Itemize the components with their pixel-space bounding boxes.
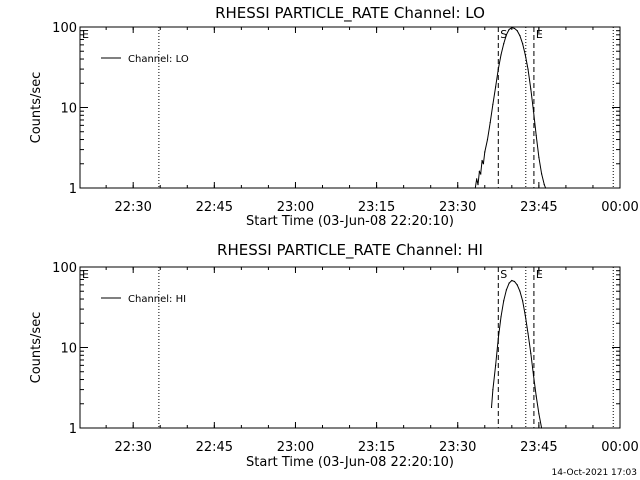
event-marker-label: E xyxy=(82,268,89,281)
y-tick-label: 1 xyxy=(69,182,77,197)
x-tick-label: 22:30 xyxy=(114,200,151,215)
x-tick-label: 23:30 xyxy=(439,440,476,455)
data-point xyxy=(505,289,508,291)
data-point xyxy=(508,282,510,284)
data-point xyxy=(511,27,513,29)
x-tick-label: 22:45 xyxy=(196,440,233,455)
data-point xyxy=(497,68,499,70)
data-point xyxy=(540,427,543,429)
data-point xyxy=(524,54,526,56)
data-point xyxy=(513,27,516,30)
data-point xyxy=(503,300,505,302)
event-marker-label: S xyxy=(500,28,507,41)
chart-title: RHESSI PARTICLE_RATE Channel: LO xyxy=(215,4,485,23)
legend-label: Channel: LO xyxy=(128,54,189,65)
data-point xyxy=(530,88,532,90)
data-point xyxy=(477,184,479,186)
chart-panel-2: RHESSI PARTICLE_RATE Channel: HI 22:30 22:… xyxy=(29,241,639,470)
plot-frame xyxy=(79,26,621,189)
data-point xyxy=(478,170,480,173)
data-point xyxy=(530,352,532,354)
data-point xyxy=(481,159,483,162)
data-point xyxy=(489,121,491,124)
data-point xyxy=(480,173,482,175)
data-point xyxy=(527,68,529,70)
y-tick-label: 10 xyxy=(60,102,77,117)
data-point xyxy=(516,284,518,286)
data-point xyxy=(476,178,478,180)
data-point xyxy=(490,406,493,409)
x-tick-label: 22:45 xyxy=(196,200,233,215)
data-point xyxy=(538,413,540,415)
event-marker-label: S xyxy=(500,268,507,281)
data-point xyxy=(532,110,535,112)
data-point xyxy=(519,35,521,37)
data-point xyxy=(527,332,529,334)
data-point xyxy=(519,290,521,292)
x-tick-label: 00:00 xyxy=(601,440,638,455)
event-marker-label: E xyxy=(82,28,89,41)
data-point xyxy=(497,337,499,339)
event-marker-label: E xyxy=(536,28,543,41)
y-tick-label: 1 xyxy=(69,422,77,437)
data-point xyxy=(535,134,537,137)
event-marker-label: E xyxy=(536,268,543,281)
data-point xyxy=(505,34,508,36)
data-point xyxy=(503,43,505,45)
data-point xyxy=(540,173,543,175)
y-tick-label: 100 xyxy=(52,21,77,36)
data-point xyxy=(492,103,494,105)
data-point xyxy=(482,163,485,165)
data-point xyxy=(474,187,476,189)
chart-title: RHESSI PARTICLE_RATE Channel: HI xyxy=(217,241,483,260)
x-tick-label: 23:30 xyxy=(439,200,476,215)
data-point xyxy=(513,280,516,283)
y-tick-label: 100 xyxy=(52,261,77,276)
data-point xyxy=(484,151,486,153)
legend-label: Channel: HI xyxy=(128,294,186,305)
data-point xyxy=(511,279,513,282)
data-point xyxy=(522,300,524,302)
data-point xyxy=(532,374,535,377)
data-point xyxy=(543,184,545,186)
data-point xyxy=(500,316,502,318)
x-tick-label: 23:45 xyxy=(520,200,557,215)
x-tick-label: 23:00 xyxy=(277,440,314,455)
data-point xyxy=(500,54,502,56)
x-tick-label: 23:45 xyxy=(520,440,557,455)
y-axis-label: Counts/sec xyxy=(29,312,44,384)
x-tick-label: 22:30 xyxy=(114,440,151,455)
x-axis-label: Start Time (03-Jun-08 22:20:10) xyxy=(246,214,454,229)
timestamp-label: 14-Oct-2021 17:03 xyxy=(552,468,637,478)
series-line xyxy=(491,279,543,429)
data-point xyxy=(508,28,510,31)
data-point xyxy=(486,138,489,141)
data-point xyxy=(494,86,497,88)
series-line xyxy=(474,27,547,189)
data-point xyxy=(522,43,524,45)
data-point xyxy=(545,187,547,189)
data-point xyxy=(492,388,494,391)
data-point xyxy=(494,364,497,366)
data-point xyxy=(516,30,518,32)
x-tick-label: 23:15 xyxy=(358,200,395,215)
y-tick-label: 10 xyxy=(60,342,77,357)
data-point xyxy=(535,395,537,397)
data-point xyxy=(538,156,540,158)
y-axis-label: Counts/sec xyxy=(29,72,44,144)
x-tick-label: 23:00 xyxy=(277,200,314,215)
x-tick-label: 00:00 xyxy=(601,200,638,215)
plot-frame xyxy=(79,266,621,429)
chart-panel-1: RHESSI PARTICLE_RATE Channel: LO 22:30 22:… xyxy=(29,4,639,229)
x-axis-label: Start Time (03-Jun-08 22:20:10) xyxy=(246,455,454,470)
data-point xyxy=(524,314,526,317)
x-tick-label: 23:15 xyxy=(358,440,395,455)
